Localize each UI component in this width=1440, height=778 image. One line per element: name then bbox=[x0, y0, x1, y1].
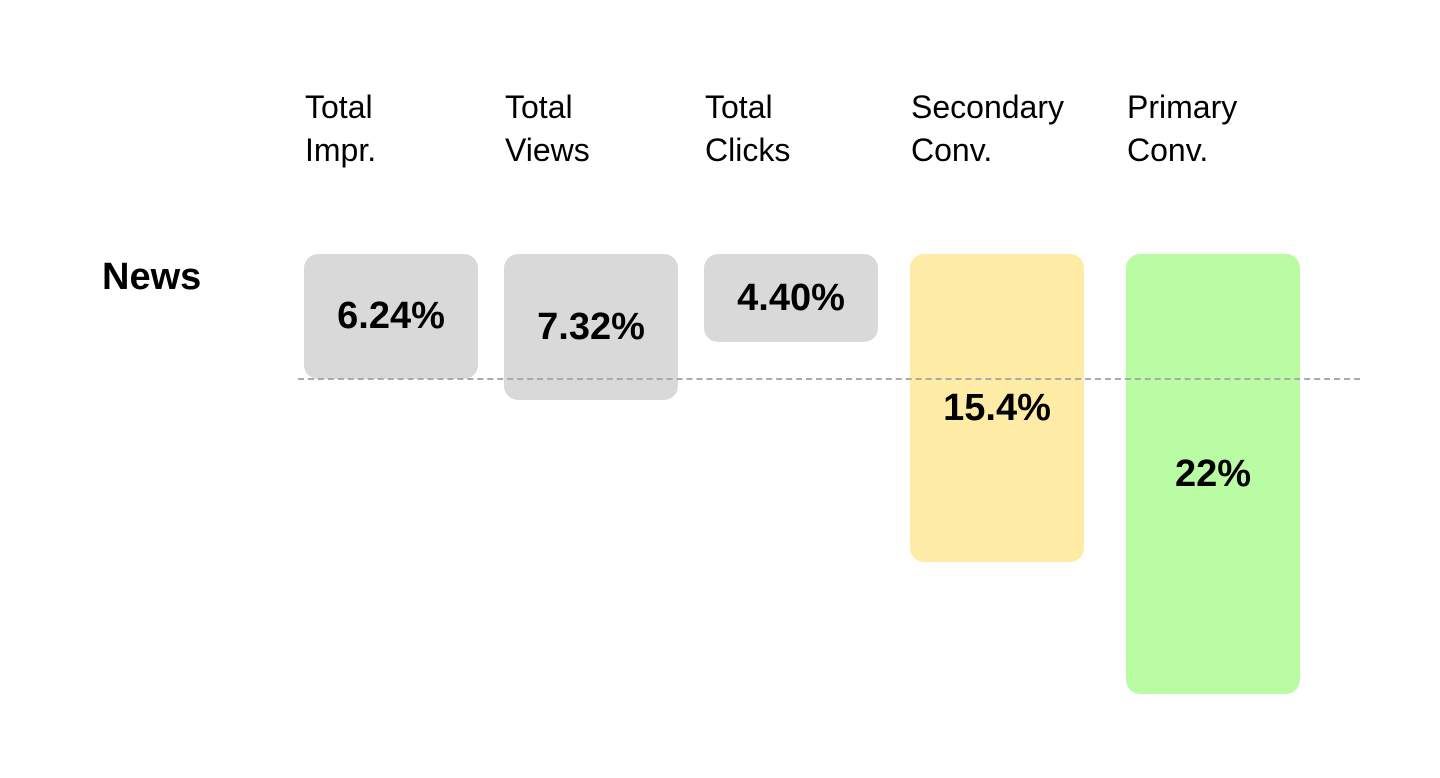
column-header: Total Views bbox=[505, 89, 590, 168]
column-header: Total Impr. bbox=[305, 89, 377, 168]
value-label: 22% bbox=[1174, 452, 1252, 495]
bar: 6.24% bbox=[304, 254, 478, 379]
value-label: 4.40% bbox=[737, 276, 845, 319]
bar: 22% bbox=[1126, 254, 1300, 694]
reference-line bbox=[298, 377, 1360, 380]
bar: 7.32% bbox=[504, 254, 678, 401]
value-label: 7.32% bbox=[537, 305, 645, 348]
column-header: Secondary Conv. bbox=[911, 89, 1064, 168]
column-header: Total Clicks bbox=[705, 89, 791, 168]
bar: 4.40% bbox=[704, 254, 878, 342]
value-label: 15.4% bbox=[943, 386, 1051, 429]
row-label: News bbox=[102, 256, 202, 298]
value-label: 6.24% bbox=[337, 294, 445, 337]
column-header: Primary Conv. bbox=[1127, 89, 1238, 168]
bar: 15.4% bbox=[910, 254, 1084, 562]
